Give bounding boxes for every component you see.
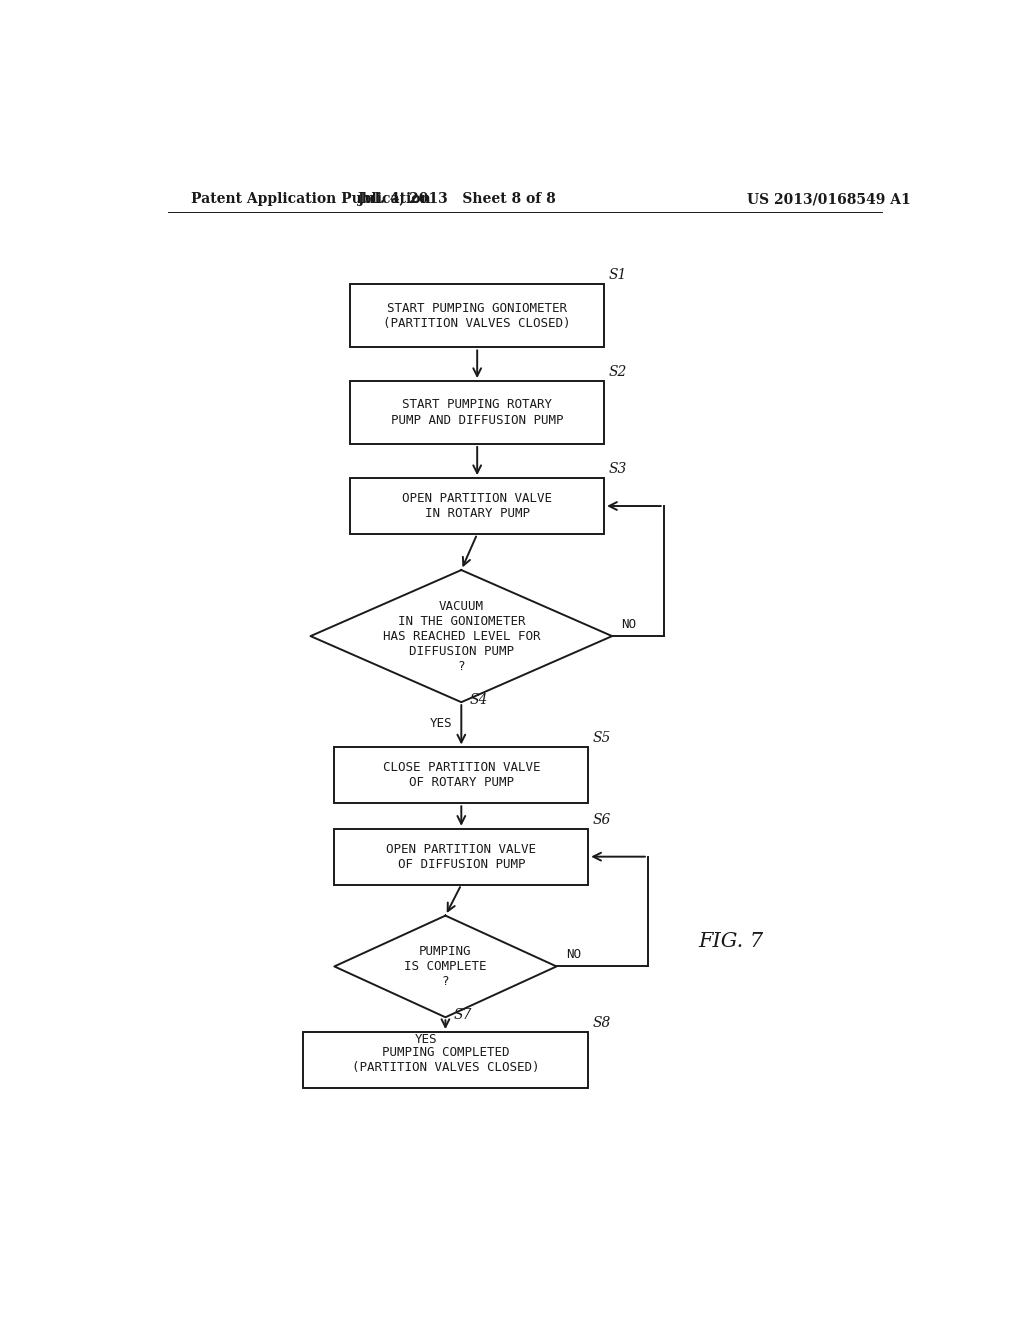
Text: S1: S1: [608, 268, 627, 282]
Text: CLOSE PARTITION VALVE
OF ROTARY PUMP: CLOSE PARTITION VALVE OF ROTARY PUMP: [383, 762, 540, 789]
Text: US 2013/0168549 A1: US 2013/0168549 A1: [748, 191, 910, 206]
Text: START PUMPING ROTARY
PUMP AND DIFFUSION PUMP: START PUMPING ROTARY PUMP AND DIFFUSION …: [391, 399, 563, 426]
Polygon shape: [334, 916, 557, 1018]
Polygon shape: [310, 570, 612, 702]
Text: S8: S8: [592, 1016, 610, 1030]
Text: YES: YES: [430, 718, 453, 730]
Text: S5: S5: [592, 731, 610, 746]
Bar: [350, 478, 604, 535]
Text: PUMPING
IS COMPLETE
?: PUMPING IS COMPLETE ?: [404, 945, 486, 987]
Text: Jul. 4, 2013   Sheet 8 of 8: Jul. 4, 2013 Sheet 8 of 8: [358, 191, 556, 206]
Bar: [350, 381, 604, 444]
Bar: [334, 747, 588, 804]
Text: S7: S7: [454, 1008, 472, 1022]
Text: S6: S6: [592, 813, 610, 826]
Text: START PUMPING GONIOMETER
(PARTITION VALVES CLOSED): START PUMPING GONIOMETER (PARTITION VALV…: [383, 302, 571, 330]
Text: OPEN PARTITION VALVE
IN ROTARY PUMP: OPEN PARTITION VALVE IN ROTARY PUMP: [402, 492, 552, 520]
Text: S2: S2: [608, 364, 627, 379]
Bar: [334, 829, 588, 884]
Text: S3: S3: [608, 462, 627, 477]
Bar: [350, 284, 604, 347]
Text: NO: NO: [622, 618, 637, 631]
Text: PUMPING COMPLETED
(PARTITION VALVES CLOSED): PUMPING COMPLETED (PARTITION VALVES CLOS…: [351, 1045, 540, 1074]
Bar: [303, 1032, 588, 1088]
Text: VACUUM
IN THE GONIOMETER
HAS REACHED LEVEL FOR
DIFFUSION PUMP
?: VACUUM IN THE GONIOMETER HAS REACHED LEV…: [383, 599, 540, 673]
Text: FIG. 7: FIG. 7: [698, 932, 764, 950]
Text: OPEN PARTITION VALVE
OF DIFFUSION PUMP: OPEN PARTITION VALVE OF DIFFUSION PUMP: [386, 842, 537, 871]
Text: S4: S4: [469, 693, 487, 708]
Text: Patent Application Publication: Patent Application Publication: [191, 191, 431, 206]
Text: NO: NO: [566, 948, 581, 961]
Text: YES: YES: [415, 1032, 437, 1045]
